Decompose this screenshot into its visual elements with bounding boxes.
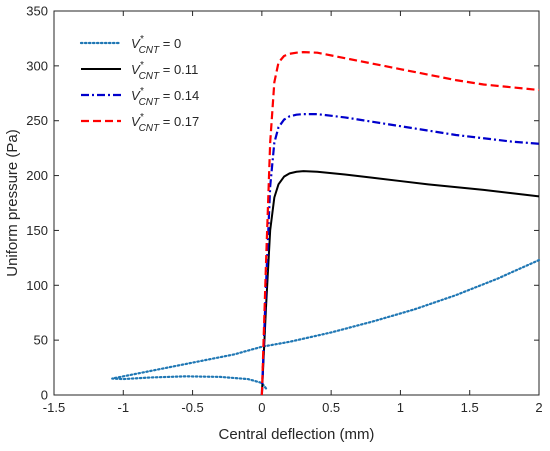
legend: V* CNT = 0 V* CNT = 0.11 V* CNT = 0.14 V* CNT =… xyxy=(79,34,199,134)
x-tick-label: 1.5 xyxy=(461,400,479,415)
legend-entry-3: V* CNT = 0.17 xyxy=(131,112,199,134)
y-axis-label: Uniform pressure (Pa) xyxy=(4,129,21,277)
series-line-1 xyxy=(260,170,540,396)
y-tick-label: 150 xyxy=(26,223,48,238)
y-tick-label: 250 xyxy=(26,113,48,128)
y-tick-label: 300 xyxy=(26,58,48,73)
series-lines xyxy=(111,51,541,396)
x-tick-label: 1 xyxy=(397,400,404,415)
x-tick-label: -1 xyxy=(118,400,130,415)
y-tick-label: 50 xyxy=(34,333,48,348)
series-line-2 xyxy=(260,113,540,396)
legend-entry-0: V* CNT = 0 xyxy=(131,34,181,56)
series-line-0 xyxy=(111,258,541,390)
series-line-3 xyxy=(260,51,540,396)
x-axis-ticks: -1.5 -1 -0.5 0 0.5 1 1.5 2 xyxy=(43,11,543,415)
legend-entry-2: V* CNT = 0.14 xyxy=(131,86,199,108)
y-tick-label: 200 xyxy=(26,168,48,183)
x-tick-label: -1.5 xyxy=(43,400,65,415)
x-tick-label: 0 xyxy=(258,400,265,415)
x-axis-label: Central deflection (mm) xyxy=(219,426,375,443)
y-tick-label: 0 xyxy=(41,388,48,403)
legend-entry-1: V* CNT = 0.11 xyxy=(131,60,198,82)
x-tick-label: 2 xyxy=(535,400,542,415)
y-axis-ticks: 0 50 100 150 200 250 300 350 xyxy=(26,4,539,403)
y-tick-label: 350 xyxy=(26,4,48,19)
x-tick-label: 0.5 xyxy=(322,400,340,415)
x-tick-label: -0.5 xyxy=(181,400,203,415)
y-tick-label: 100 xyxy=(26,278,48,293)
plot-area xyxy=(53,10,540,396)
